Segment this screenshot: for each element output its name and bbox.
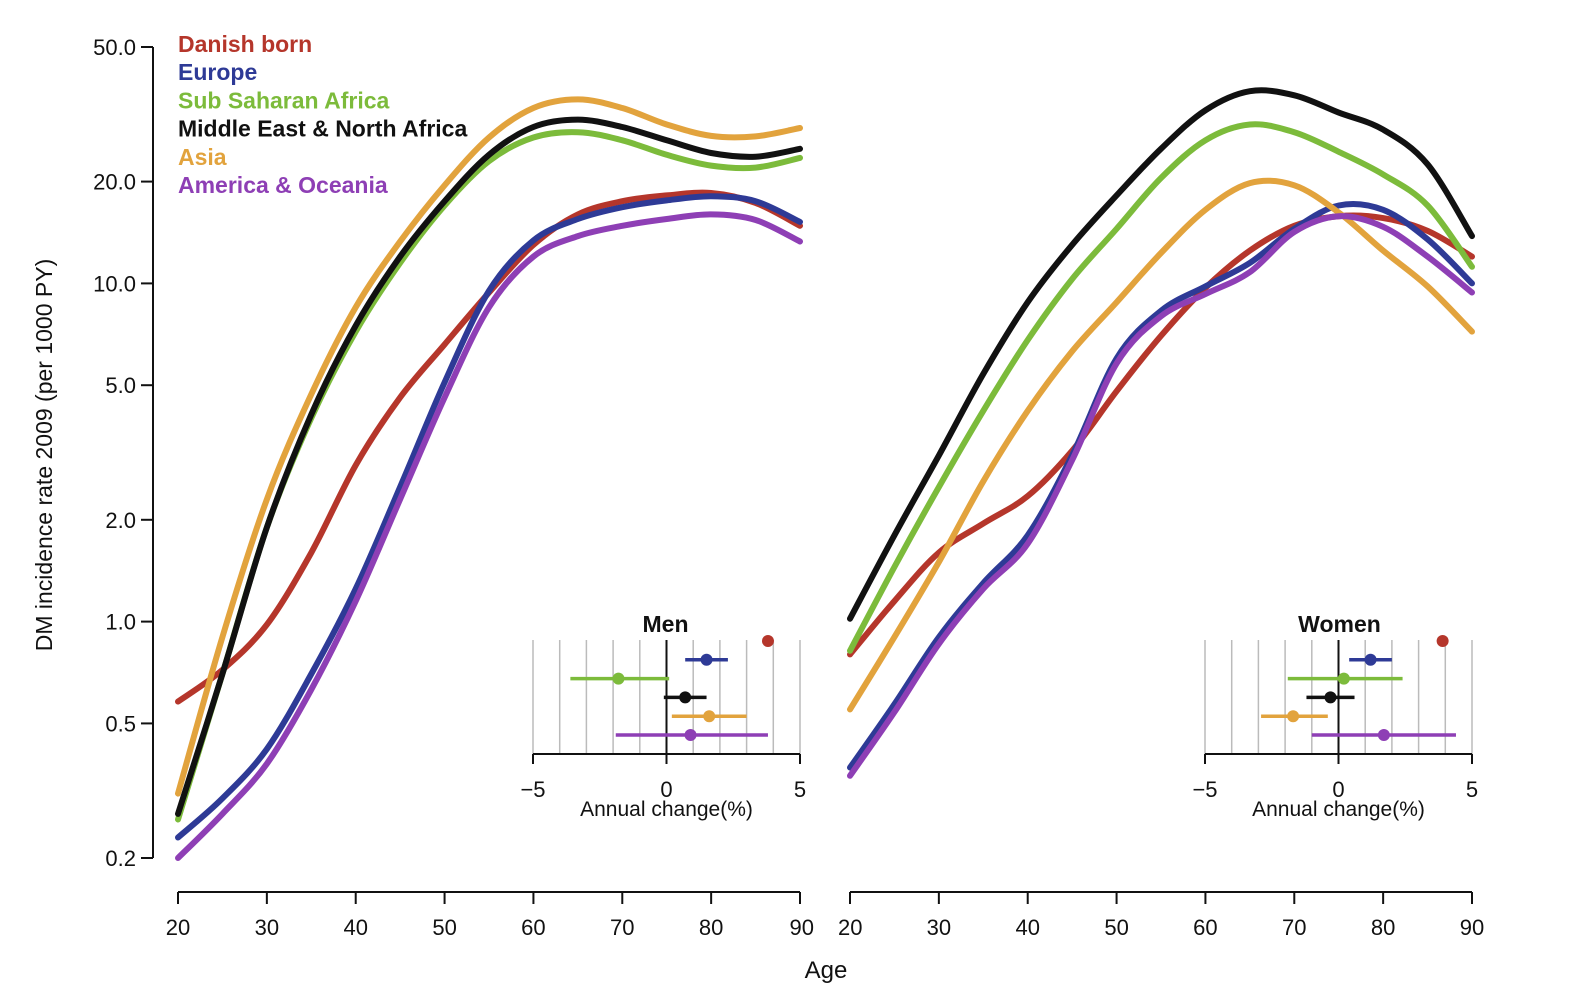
inset-x-tick-label: −5 — [520, 777, 545, 802]
x-tick-label: 30 — [927, 915, 951, 940]
y-tick-label: 2.0 — [105, 508, 136, 533]
inset-x-tick-label: −5 — [1192, 777, 1217, 802]
inset-point — [1377, 729, 1390, 741]
series-line-middle-east-north-africa — [175, 116, 803, 817]
legend-entry: Asia — [178, 144, 227, 170]
y-tick-label: 50.0 — [93, 35, 136, 60]
series-line-danish-born — [847, 212, 1475, 658]
inset-point — [1324, 691, 1337, 704]
series-line-europe — [175, 193, 803, 841]
y-tick-label: 5.0 — [105, 373, 136, 398]
inset-x-tick-label: 0 — [660, 777, 672, 802]
legend-entry: Sub Saharan Africa — [178, 87, 390, 113]
y-tick-label: 0.2 — [105, 846, 136, 871]
series-line-asia — [847, 177, 1475, 713]
x-tick-label: 40 — [1015, 915, 1039, 940]
x-tick-label: 70 — [1282, 915, 1306, 940]
inset-point — [679, 691, 692, 704]
inset-point — [612, 672, 625, 685]
inset-men: −5 0 5 Annual change(%) Men — [520, 611, 806, 821]
inset-point — [1364, 653, 1377, 666]
inset-point — [1337, 672, 1350, 685]
x-tick-label: 60 — [1193, 915, 1217, 940]
inset-point — [761, 635, 774, 647]
inset-x-label: Annual change(%) — [580, 798, 753, 821]
y-axis-label: DM incidence rate 2009 (per 1000 PY) — [31, 259, 57, 652]
inset-women: −5 0 5 Annual change(%) Women — [1192, 611, 1478, 821]
y-axis: 0.2 0.5 1.0 2.0 5.0 10.0 20.0 50.0 — [93, 35, 154, 871]
inset-point — [700, 653, 713, 666]
y-tick-label: 20.0 — [93, 170, 136, 195]
x-tick-label: 40 — [343, 915, 367, 940]
inset-x-label: Annual change(%) — [1252, 798, 1425, 821]
inset-x-tick-label: 0 — [1332, 777, 1344, 802]
inset-title: Men — [643, 611, 689, 637]
x-tick-label: 20 — [166, 915, 190, 940]
x-tick-label: 90 — [1460, 915, 1484, 940]
legend-entry: Danish born — [178, 31, 312, 57]
inset-point — [703, 710, 716, 723]
y-tick-label: 10.0 — [93, 271, 136, 296]
inset-point — [1287, 710, 1300, 723]
x-tick-label: 80 — [1371, 915, 1395, 940]
inset-x-tick-label: 5 — [1466, 777, 1478, 802]
panel-men: 20 30 40 50 60 70 80 90 −5 0 5 Annual change(%) Men — [166, 96, 814, 940]
series-line-america-oceania — [175, 211, 803, 861]
inset-title: Women — [1298, 611, 1381, 637]
legend-entry: Middle East & North Africa — [178, 116, 467, 142]
series-line-europe — [847, 200, 1475, 771]
series-line-asia — [175, 96, 803, 797]
inset-point — [684, 729, 697, 741]
x-tick-label: 30 — [255, 915, 279, 940]
x-tick-label: 70 — [610, 915, 634, 940]
series-line-danish-born — [175, 189, 803, 705]
series-line-america-oceania — [847, 213, 1475, 779]
inset-point — [1436, 635, 1449, 647]
y-tick-label: 0.5 — [105, 711, 136, 736]
x-tick-label: 50 — [432, 915, 456, 940]
x-tick-label: 60 — [521, 915, 545, 940]
legend-entry: America & Oceania — [178, 172, 388, 198]
series-line-middle-east-north-africa — [847, 87, 1475, 622]
series-line-sub-saharan-africa — [847, 121, 1475, 654]
y-tick-label: 1.0 — [105, 610, 136, 635]
panel-women: 20 30 40 50 60 70 80 90 −5 0 5 Annual change(%) Wome… — [838, 87, 1484, 940]
x-tick-label: 80 — [699, 915, 723, 940]
x-tick-label: 20 — [838, 915, 862, 940]
x-tick-label: 50 — [1104, 915, 1128, 940]
legend-entry: Europe — [178, 59, 257, 85]
x-tick-label: 90 — [790, 915, 814, 940]
inset-x-tick-label: 5 — [794, 777, 806, 802]
x-axis-label: Age — [805, 957, 848, 984]
